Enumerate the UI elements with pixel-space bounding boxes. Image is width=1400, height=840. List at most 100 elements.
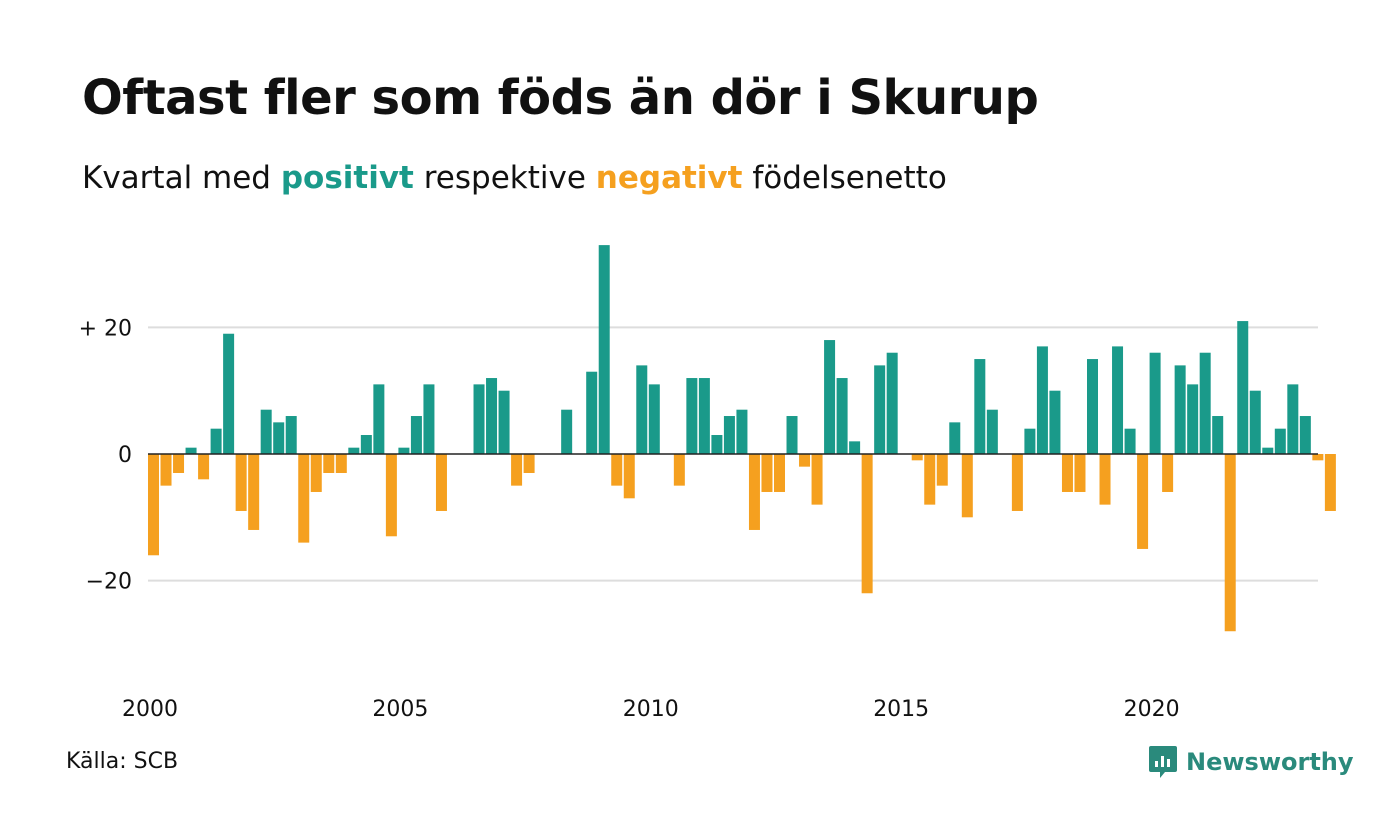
brand-logo[interactable]: Newsworthy: [1148, 744, 1354, 780]
bar-positive: [949, 422, 961, 454]
bar-positive: [849, 441, 861, 454]
bar-negative: [310, 454, 322, 492]
bar-negative: [173, 454, 185, 473]
x-tick-label: 2015: [873, 697, 929, 722]
bar-negative: [924, 454, 936, 505]
bar-negative: [811, 454, 823, 505]
bar-negative: [1099, 454, 1111, 505]
bar-positive: [260, 409, 272, 454]
y-tick-label: + 20: [79, 316, 132, 341]
bar-negative: [861, 454, 873, 594]
bar-positive: [1199, 352, 1211, 454]
bar-positive: [786, 416, 798, 454]
bar-positive: [410, 416, 422, 454]
bar-positive: [348, 447, 360, 454]
bar-positive: [1087, 359, 1098, 454]
bar-positive: [1124, 428, 1136, 454]
bar-negative: [385, 454, 397, 537]
y-tick-label: 0: [118, 443, 132, 468]
bar-negative: [1061, 454, 1073, 492]
newsworthy-logo-icon: [1149, 746, 1177, 778]
bar-negative: [335, 454, 347, 473]
bar-negative: [435, 454, 447, 511]
x-tick-label: 2020: [1124, 697, 1180, 722]
bar-negative: [198, 454, 210, 480]
bar-positive: [1149, 352, 1161, 454]
bar-negative: [748, 454, 760, 530]
bar-positive: [360, 435, 372, 454]
bar-negative: [1011, 454, 1023, 511]
bar-positive: [1049, 390, 1061, 454]
x-tick-label: 2010: [623, 697, 679, 722]
bar-positive: [986, 409, 998, 454]
bar-positive: [698, 378, 710, 454]
bar-positive: [736, 409, 748, 454]
bar-positive: [586, 371, 598, 454]
bar-negative: [611, 454, 623, 486]
bar-positive: [285, 416, 297, 454]
bar-negative: [323, 454, 335, 473]
bar-positive: [836, 378, 848, 454]
bar-positive: [1237, 321, 1249, 454]
bar-positive: [185, 447, 197, 454]
bar-positive: [1187, 384, 1199, 454]
subtitle-suffix: födelsenetto: [742, 160, 947, 196]
bar-negative: [911, 454, 923, 461]
bar-positive: [210, 428, 222, 454]
source-note: Källa: SCB: [66, 749, 179, 774]
chart-title: Oftast fler som föds än dör i Skurup: [82, 70, 1039, 126]
bar-negative: [298, 454, 310, 543]
bar-positive: [273, 422, 285, 454]
bar-positive: [486, 378, 498, 454]
bar-negative: [523, 454, 535, 473]
brand-name: Newsworthy: [1186, 748, 1354, 776]
bar-positive: [423, 384, 435, 454]
bar-negative: [235, 454, 247, 511]
bar-positive: [874, 365, 886, 454]
bar-positive: [974, 359, 986, 454]
bar-negative: [1074, 454, 1086, 492]
bar-positive: [1024, 428, 1036, 454]
bar-positive: [824, 340, 836, 454]
subtitle-positive-word: positivt: [280, 160, 414, 196]
bar-negative: [961, 454, 973, 518]
bar-positive: [686, 378, 698, 454]
bar-negative: [160, 454, 172, 486]
bar-positive: [1212, 416, 1224, 454]
bar-positive: [373, 384, 385, 454]
bar-negative: [1312, 454, 1324, 461]
bar-positive: [1112, 346, 1124, 454]
subtitle-negative-word: negativt: [595, 160, 743, 196]
subtitle-prefix: Kvartal med: [82, 160, 281, 196]
bar-negative: [248, 454, 260, 530]
chart-subtitle: Kvartal med positivt respektive negativt…: [82, 160, 947, 196]
y-tick-label: −20: [86, 570, 132, 595]
subtitle-middle: respektive: [413, 160, 596, 196]
bar-positive: [498, 390, 510, 454]
bar-negative: [1162, 454, 1174, 492]
bar-positive: [723, 416, 735, 454]
bar-negative: [774, 454, 785, 492]
bars: [148, 245, 1336, 632]
grid-lines: [148, 326, 1318, 582]
bar-positive: [1274, 428, 1286, 454]
bar-positive: [398, 447, 410, 454]
x-axis-labels: 2000 2005 2010 2015 2020: [122, 697, 1180, 722]
bar-positive: [711, 435, 723, 454]
bar-positive: [561, 409, 573, 454]
x-tick-label: 2000: [122, 697, 178, 722]
bar-positive: [1249, 390, 1261, 454]
bar-negative: [673, 454, 685, 486]
bar-positive: [886, 352, 898, 454]
bar-positive: [636, 365, 648, 454]
x-tick-label: 2005: [372, 697, 428, 722]
bar-negative: [799, 454, 811, 467]
bar-positive: [473, 384, 485, 454]
bar-negative: [761, 454, 773, 492]
bar-positive: [598, 245, 610, 454]
bar-positive: [1299, 416, 1311, 454]
bar-positive: [223, 333, 235, 454]
bar-negative: [936, 454, 948, 486]
bar-negative: [1324, 454, 1336, 511]
bar-positive: [1174, 365, 1186, 454]
